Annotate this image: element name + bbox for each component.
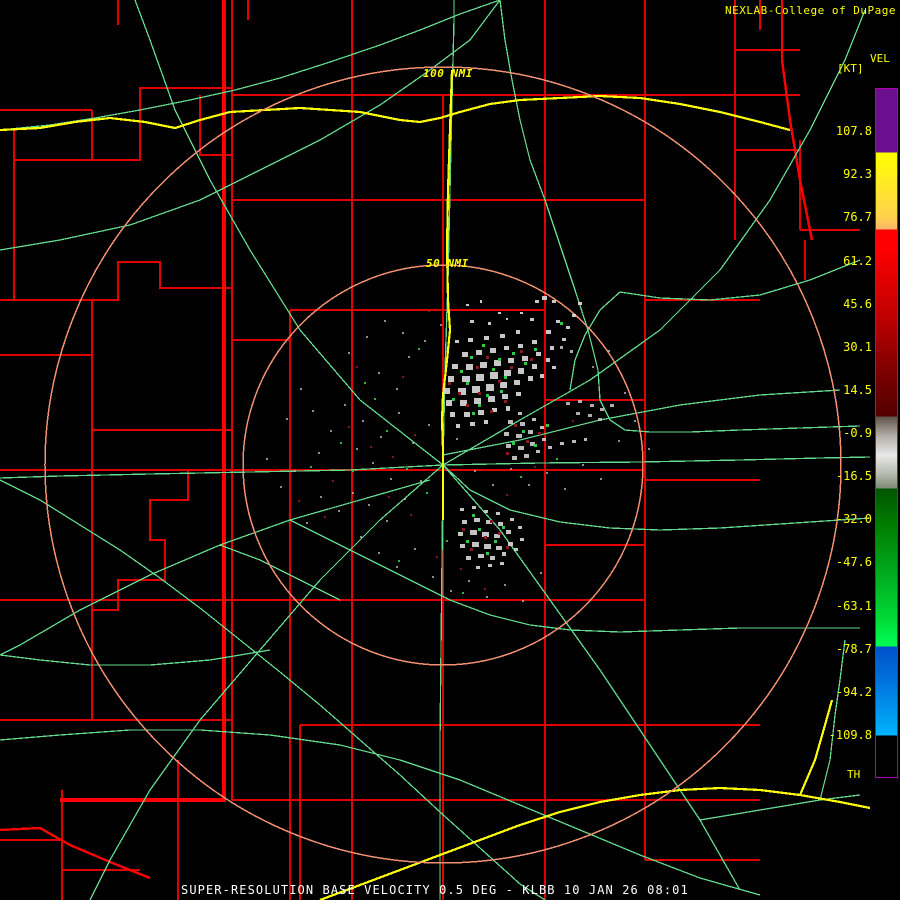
radar-cluster-far-east [560,346,614,421]
road-network [0,0,870,900]
velocity-colorbar-panel: VEL [KT] 107.8 92.3 76.7 61.2 45.6 30.1 14.5 -0… [828,0,900,900]
header-credit-label: NEXLAB-College of DuPage [725,4,896,17]
map-background [0,0,870,900]
radar-map-svg [0,0,870,900]
county-boundaries [0,0,860,900]
colorbar-tick-14: -109.8 [828,727,872,742]
colorbar-tick-1: 92.3 [843,167,872,182]
colorbar-title-label: VEL [870,52,890,65]
colorbar-tick-11: -63.1 [835,598,872,613]
range-ring-100nmi [44,66,842,864]
range-rings [44,66,842,864]
radar-cluster-north [444,296,582,428]
colorbar-tick-4: 45.6 [843,296,872,311]
colorbar-bottom-label: TH [847,768,861,781]
colorbar-tick-6: 14.5 [843,382,872,397]
range-ring-label-100nmi: 100 NMI [423,67,473,80]
radar-cluster-east [504,408,587,460]
colorbar-tick-3: 61.2 [843,253,872,268]
colorbar-tick-0: 107.8 [835,124,872,139]
radar-cluster-north-green [452,322,563,415]
colorbar-tick-10: -47.6 [835,555,872,570]
radar-speckle-green [310,348,558,594]
colorbar-units-label: [KT] [837,62,864,75]
radar-returns [266,296,650,602]
colorbar-tick-13: -94.2 [835,684,872,699]
footer-status-bar: SUPER-RESOLUTION BASE VELOCITY 0.5 DEG -… [181,883,689,897]
colorbar-tick-12: -78.7 [835,641,872,656]
colorbar-gradient [875,88,898,778]
colorbar-tick-9: -32.0 [835,512,872,527]
state-border [60,0,227,803]
highways [0,69,870,900]
radar-cluster-north-red [448,350,533,413]
range-ring-50nmi [242,264,644,666]
radar-cluster-south-red [462,520,509,551]
radar-speckle-red [298,310,574,590]
radar-cluster-east-red [506,424,541,455]
radar-cluster-south [458,506,524,569]
radar-cluster-south-green [466,514,505,555]
colorbar-tick-8: -16.5 [835,469,872,484]
range-ring-label-50nmi: 50 NMI [426,257,469,270]
radar-map-canvas[interactable]: 100 NMI 50 NMI [0,0,870,900]
colorbar-tick-7: -0.9 [843,426,872,440]
colorbar-tick-2: 76.7 [843,210,872,225]
radar-cluster-east-green [512,424,549,447]
state-border-secondary [0,0,814,880]
colorbar-tick-5: 30.1 [843,339,872,354]
radar-speckle-field [266,320,650,602]
